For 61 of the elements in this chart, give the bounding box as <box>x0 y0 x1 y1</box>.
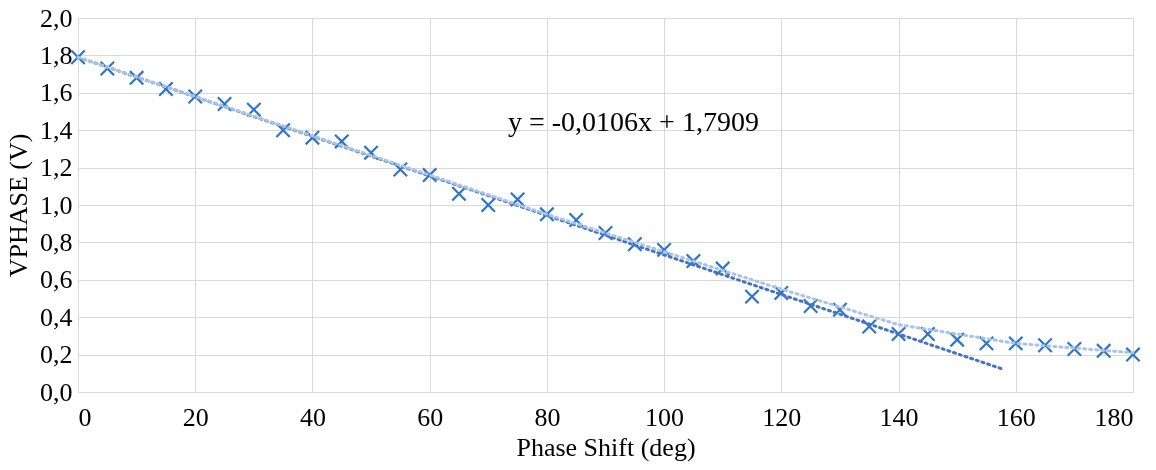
y-tick-label: 1,8 <box>40 40 73 70</box>
point <box>627 236 643 253</box>
point <box>363 144 379 161</box>
line-series <box>76 55 1135 355</box>
point <box>802 298 819 314</box>
x-tick-label: 60 <box>417 402 444 432</box>
point <box>920 326 936 342</box>
point <box>158 81 174 97</box>
point <box>1066 341 1083 357</box>
y-tick-label: 1,0 <box>40 190 73 220</box>
point <box>509 191 526 208</box>
point <box>451 185 467 202</box>
x-tick-label: 80 <box>534 402 561 432</box>
point <box>539 206 555 223</box>
point <box>99 60 116 77</box>
y-tick-label: 0,6 <box>40 265 73 295</box>
point <box>246 101 262 118</box>
point <box>392 161 409 178</box>
point <box>832 301 848 318</box>
x-tick-label: 160 <box>996 402 1036 432</box>
point <box>216 96 233 112</box>
x-tick-label: 180 <box>1094 402 1134 432</box>
point <box>714 260 731 277</box>
point <box>304 129 321 146</box>
y-tick-label: 1,2 <box>40 153 73 183</box>
point <box>890 326 907 342</box>
point <box>1125 346 1141 363</box>
x-tick-label: 100 <box>645 402 685 432</box>
point <box>773 285 790 301</box>
point <box>861 318 878 335</box>
point <box>568 212 584 228</box>
annotation: y = -0,0106x + 1,7909 <box>508 106 759 137</box>
x-tick-label: 0 <box>78 402 92 432</box>
point <box>978 335 995 352</box>
x-tick-label: 140 <box>879 402 919 432</box>
x-tick-label: 40 <box>299 402 326 432</box>
point <box>275 122 291 139</box>
point <box>656 242 672 258</box>
point <box>949 331 965 348</box>
y-tick-label: 0,0 <box>40 377 73 407</box>
point <box>597 225 614 241</box>
point <box>1095 343 1112 359</box>
y-axis-title: VPHASE (V) <box>4 133 33 278</box>
y-tick-label: 0,8 <box>40 227 73 257</box>
point <box>685 253 702 269</box>
y-tick-label: 0,4 <box>40 302 73 332</box>
point <box>744 288 760 305</box>
point <box>1037 337 1053 354</box>
y-tick-label: 0,2 <box>40 340 73 370</box>
x-tick-label: 120 <box>762 402 802 432</box>
y-tick-label: 2,0 <box>40 3 73 33</box>
point <box>187 88 204 105</box>
y-tick-label: 1,6 <box>40 78 73 108</box>
point <box>128 70 145 86</box>
point <box>1007 335 1024 352</box>
point <box>421 167 438 183</box>
x-axis-title: Phase Shift (deg) <box>516 432 696 462</box>
x-tick-label: 20 <box>182 402 209 432</box>
point <box>333 133 350 150</box>
point <box>480 197 497 213</box>
y-tick-label: 1,4 <box>40 115 73 145</box>
